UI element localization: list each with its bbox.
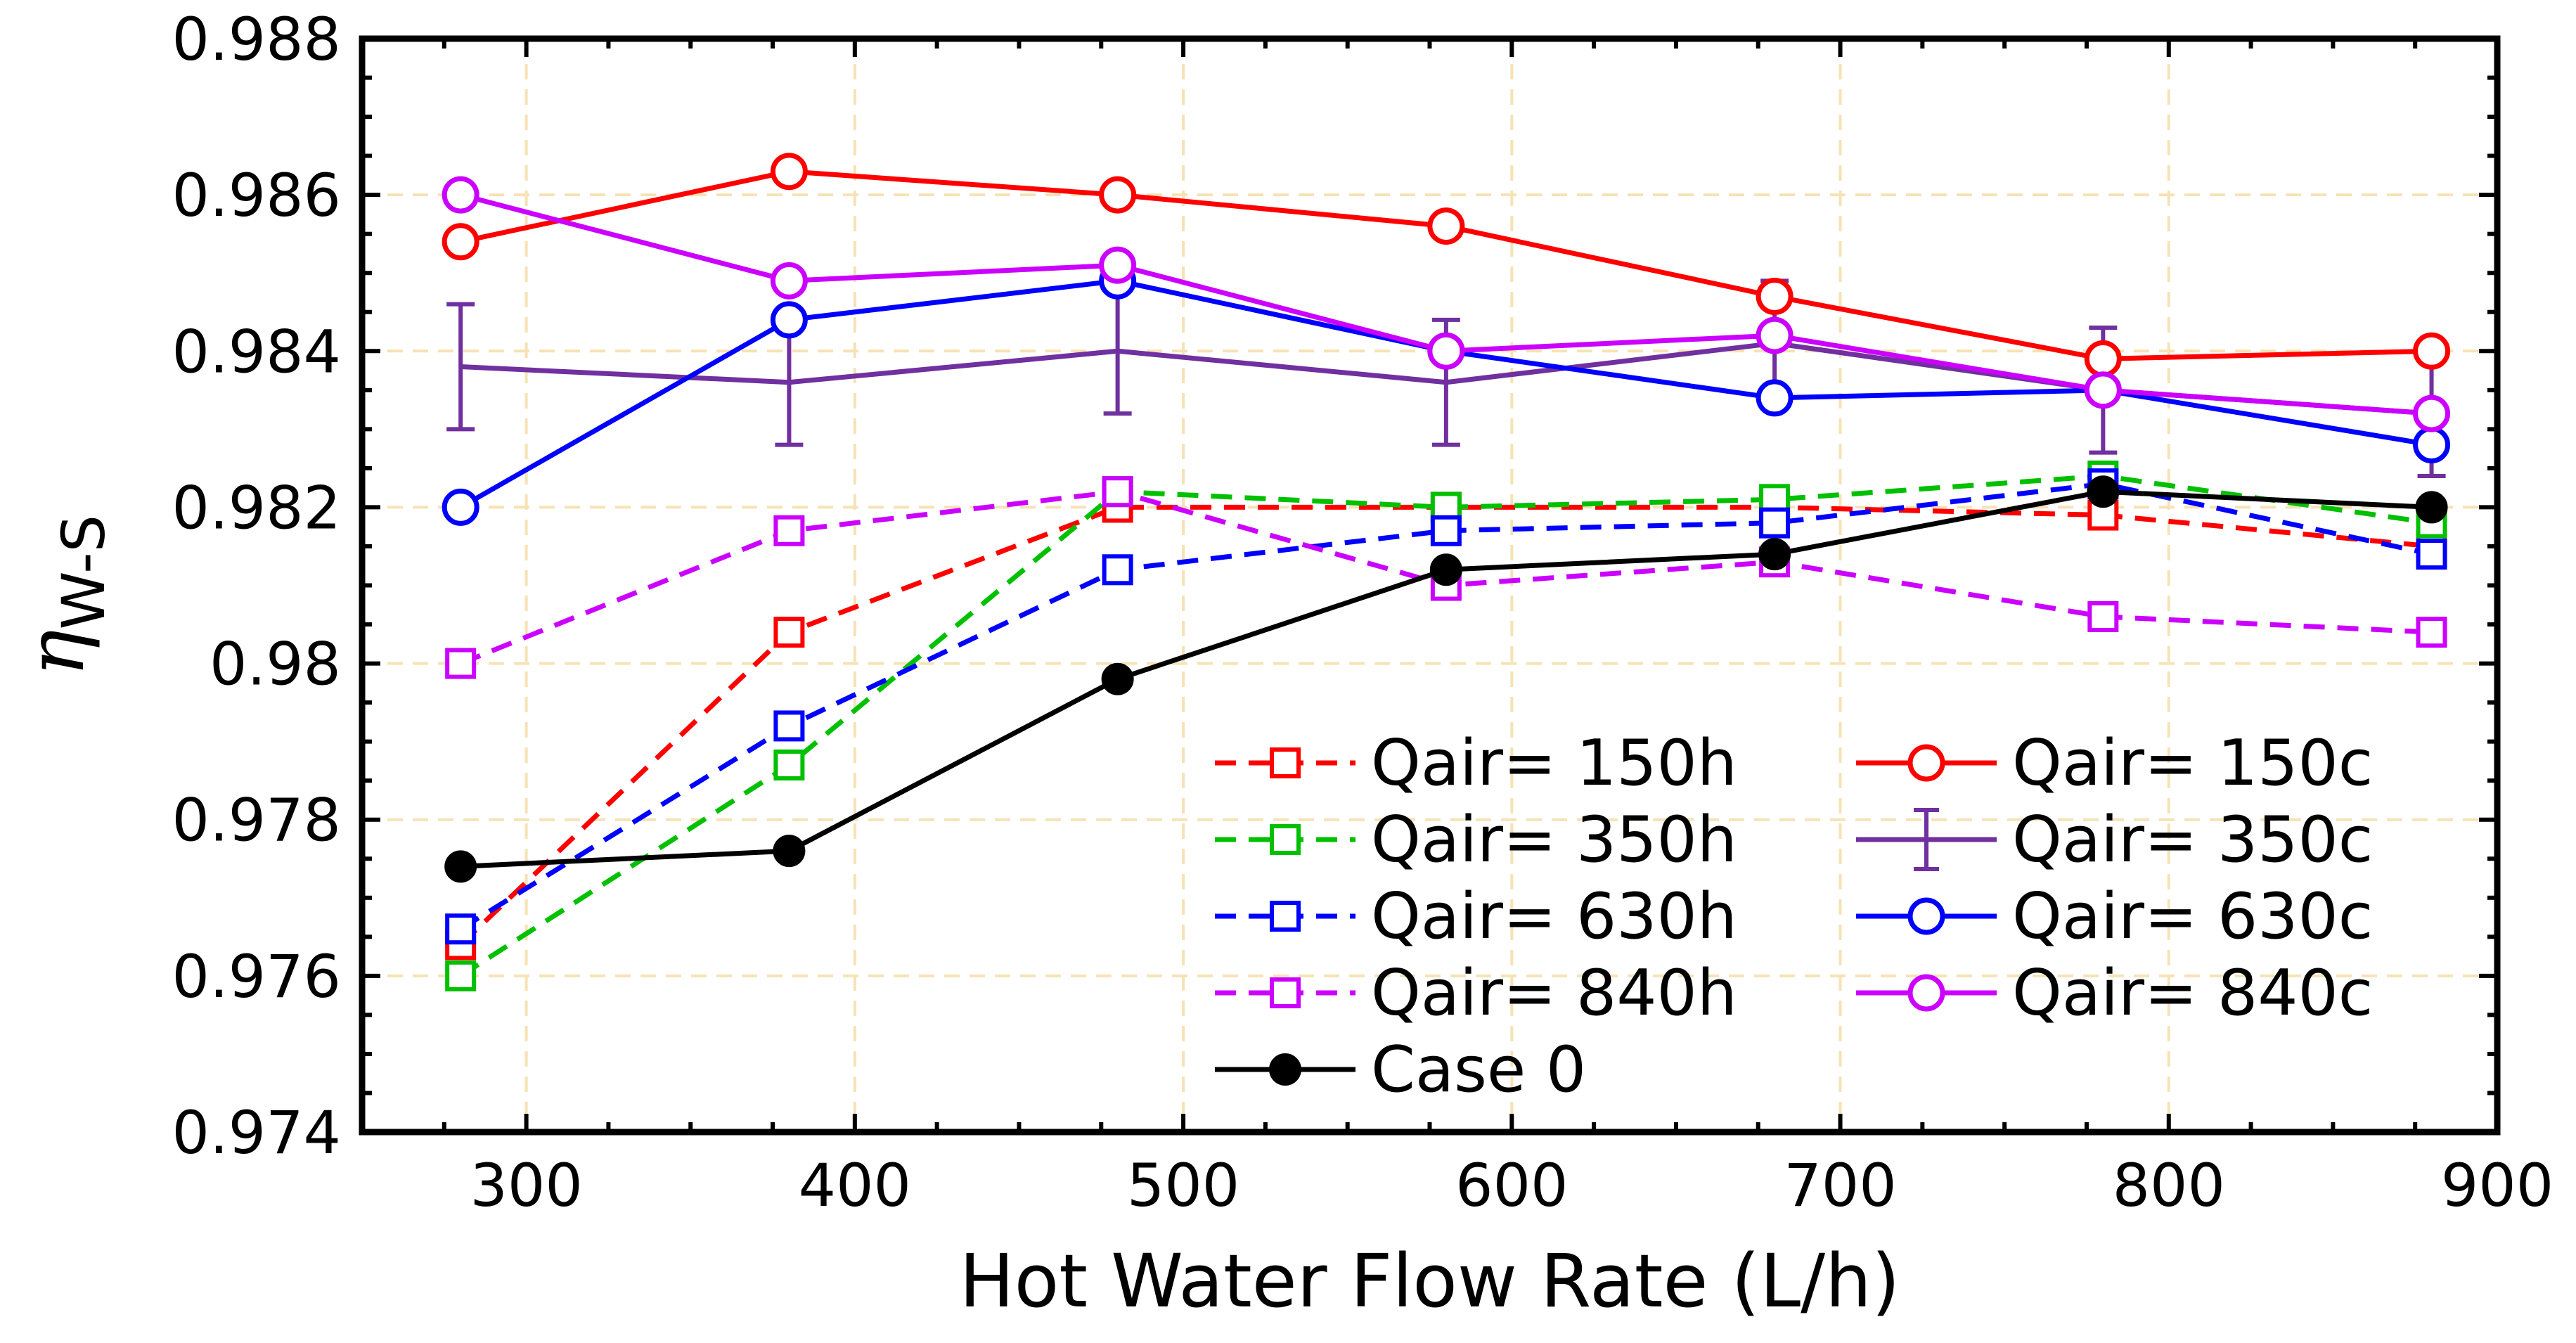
- legend-label: Qair= 840h: [1371, 956, 1737, 1030]
- data-point: [1099, 246, 1137, 284]
- legend-item: Qair= 350c: [1856, 803, 2373, 877]
- x-tick-label: 700: [1784, 1151, 1896, 1220]
- data-point: [2416, 539, 2447, 570]
- legend-item: Qair= 150h: [1215, 726, 1737, 800]
- data-point: [1429, 553, 1462, 586]
- legend-label: Qair= 350h: [1371, 803, 1737, 877]
- data-point: [2413, 426, 2451, 464]
- legend-label: Case 0: [1371, 1033, 1586, 1107]
- legend-item: Qair= 630c: [1856, 880, 2373, 953]
- y-tick-label: 0.988: [172, 5, 341, 74]
- data-point: [2084, 371, 2122, 409]
- legend-item: Qair= 840c: [1856, 956, 2373, 1030]
- x-axis-label: Hot Water Flow Rate (L/h): [959, 1238, 1900, 1324]
- data-point: [1427, 332, 1465, 370]
- legend-marker: [1907, 974, 1945, 1012]
- tick-labels: 300 400 500 600 700 800 900 0.974 0.976 0.978 0.98…: [172, 5, 2554, 1220]
- data-point: [2416, 617, 2447, 648]
- legend-item: Case 0: [1215, 1033, 1586, 1107]
- y-tick-label: 0.978: [172, 786, 341, 855]
- series-qair-840c: [442, 176, 2451, 432]
- data-point: [2415, 491, 2448, 524]
- data-point: [770, 153, 808, 191]
- y-tick-label: 0.986: [172, 161, 341, 230]
- y-axis-label: ηW-S: [11, 515, 118, 676]
- series-qair-150c: [442, 153, 2451, 378]
- legend-marker: [1907, 897, 1945, 935]
- legend-item: Qair= 150c: [1856, 726, 2373, 800]
- data-point: [444, 850, 477, 883]
- data-point: [2087, 499, 2119, 531]
- data-point: [1427, 207, 1465, 245]
- axis-ticks: [360, 37, 2499, 1134]
- legend-marker: [1270, 901, 1301, 932]
- y-tick-label: 0.976: [172, 942, 341, 1011]
- x-tick-label: 300: [470, 1151, 582, 1220]
- series-case-0: [444, 475, 2448, 883]
- legend-marker: [1270, 977, 1301, 1008]
- data-point: [1756, 316, 1793, 354]
- legend-marker: [1270, 747, 1301, 778]
- legend-item: Qair= 350h: [1215, 803, 1737, 877]
- data-point: [1759, 507, 1791, 539]
- y-axis-subscript: W-S: [49, 515, 118, 629]
- legend-item: Qair= 840h: [1215, 956, 1737, 1030]
- data-point: [2413, 332, 2451, 370]
- data-point: [445, 648, 477, 679]
- legend-marker: [1270, 824, 1301, 855]
- y-tick-label: 0.974: [172, 1098, 341, 1167]
- y-tick-label: 0.982: [172, 473, 341, 542]
- data-point: [2413, 394, 2451, 432]
- data-point: [1102, 554, 1133, 586]
- legend-label: Qair= 350c: [2012, 803, 2373, 877]
- data-point: [442, 488, 479, 526]
- data-point: [442, 223, 479, 261]
- data-point: [445, 913, 477, 945]
- y-axis-label-text: ηW-S: [11, 515, 118, 676]
- x-tick-label: 600: [1455, 1151, 1568, 1220]
- data-point: [773, 515, 805, 546]
- x-tick-label: 400: [799, 1151, 911, 1220]
- legend-label: Qair= 150h: [1371, 726, 1737, 800]
- data-point: [773, 749, 805, 780]
- data-point: [1758, 538, 1791, 571]
- x-tick-label: 500: [1127, 1151, 1239, 1220]
- data-point: [773, 617, 805, 648]
- data-point: [1430, 515, 1462, 546]
- data-point: [2087, 475, 2120, 508]
- series-qair-350c: [446, 278, 2446, 478]
- data-point: [1102, 476, 1133, 508]
- data-point: [773, 835, 806, 868]
- data-point: [1099, 176, 1137, 214]
- data-point: [1101, 662, 1134, 695]
- series-layer: [442, 153, 2451, 991]
- x-tick-label: 800: [2113, 1151, 2225, 1220]
- data-point: [1756, 379, 1793, 417]
- y-axis-symbol: η: [11, 629, 102, 676]
- data-point: [2084, 340, 2122, 378]
- legend-label: Qair= 840c: [2012, 956, 2373, 1030]
- data-point: [442, 176, 479, 214]
- legend-marker: [1907, 744, 1945, 782]
- data-point: [445, 960, 477, 991]
- legend-item: Qair= 630h: [1215, 880, 1737, 953]
- data-point: [773, 710, 805, 742]
- y-tick-label: 0.98: [210, 630, 341, 699]
- legend-label: Qair= 150c: [2012, 726, 2373, 800]
- data-point: [770, 301, 808, 339]
- data-point: [770, 262, 808, 300]
- x-tick-label: 900: [2441, 1151, 2554, 1220]
- legend-label: Qair= 630h: [1371, 880, 1737, 953]
- legend-label: Qair= 630c: [2012, 880, 2373, 953]
- data-point: [1756, 278, 1793, 316]
- y-tick-label: 0.984: [172, 317, 341, 386]
- legend-marker: [1269, 1053, 1301, 1086]
- data-point: [2087, 600, 2119, 632]
